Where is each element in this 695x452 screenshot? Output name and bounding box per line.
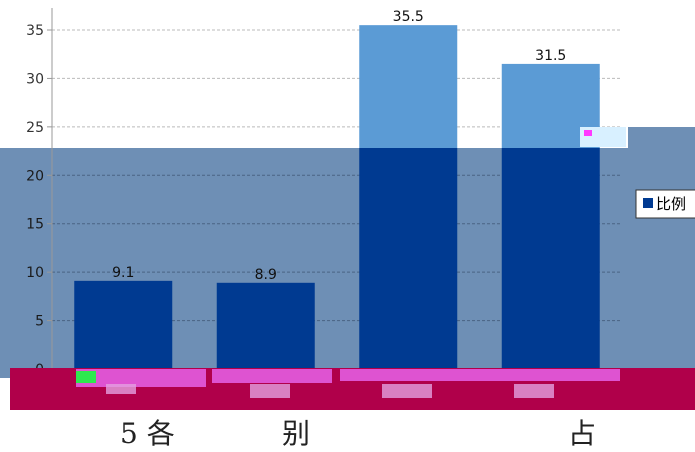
data-label-1: 9.1 [112,265,134,281]
data-labels: 9.1 8.9 35.5 31.5 [112,9,566,283]
data-label-2: 8.9 [255,267,277,283]
y-tick-label-30: 30 [26,71,44,87]
garbled-label-3 [340,369,620,381]
bar-3 [359,148,458,369]
legend-swatch [643,198,653,208]
y-tick-label-10: 10 [26,265,44,281]
garbled-label-1-mark [76,371,96,383]
garbled-sublabel-3 [382,384,432,398]
bottom-caption: 5 各 别 占 [0,412,695,450]
caption-part-1: 5 各 [120,417,175,450]
garbled-sublabel-2 [250,384,290,398]
garbled-sublabel-4 [514,384,554,398]
y-tick-label-15: 15 [26,217,44,233]
garbled-label-2 [212,369,332,383]
data-label-4: 31.5 [535,48,566,64]
caption-part-3: 占 [568,417,597,450]
bar-2 [216,282,315,369]
glitch-tag-mark [584,130,592,136]
legend-label: 比例 [656,195,686,213]
bar-4 [501,148,600,369]
overlay-panel-tab [628,127,695,149]
y-tick-label-25: 25 [26,120,44,136]
y-tick-label-35: 35 [26,23,44,39]
garbled-sublabel-1 [106,384,136,394]
legend-box [635,189,695,219]
bar-3-upper [359,25,458,148]
bars [74,25,600,369]
y-tick-label-20: 20 [26,168,44,184]
y-tick-label-5: 5 [35,314,44,330]
garbled-label-1 [76,369,206,387]
data-label-3: 35.5 [393,9,424,25]
legend: 比例 [635,189,695,219]
bar-1 [74,280,173,369]
caption-part-2: 别 [282,417,311,450]
